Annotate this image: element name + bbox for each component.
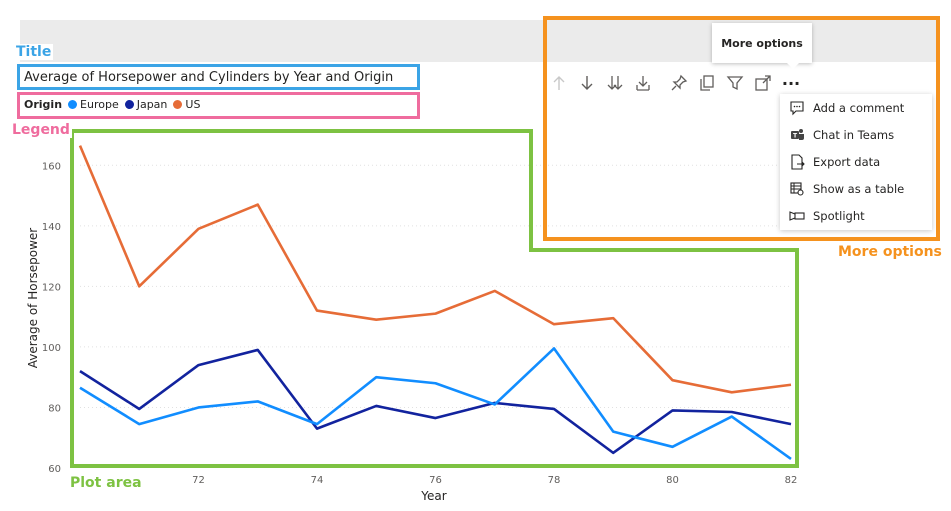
y-tick-label: 140 [42, 222, 61, 233]
more-options-tooltip: More options [712, 23, 812, 63]
menu-item-label: Chat in Teams [813, 127, 895, 142]
series-lines [78, 145, 792, 460]
x-tick-label: 82 [785, 475, 798, 486]
spotlight-icon [788, 207, 806, 225]
drill-down-icon[interactable] [632, 72, 654, 94]
legend: Origin Europe Japan US [24, 98, 206, 111]
title-annotation-box [17, 64, 420, 90]
y-tick-label: 120 [42, 282, 61, 293]
sort-ascending-icon[interactable] [548, 72, 570, 94]
y-tick-label: 80 [48, 403, 61, 414]
tooltip-arrow [787, 63, 799, 69]
series-line-japan[interactable] [79, 348, 792, 455]
x-axis-ticks: 72 74 76 78 80 82 [192, 475, 797, 486]
focus-mode-icon[interactable] [752, 72, 774, 94]
more-options-menu: Add a comment T Chat in Teams Export dat… [780, 94, 932, 230]
legend-label-japan: Japan [136, 98, 168, 111]
legend-dot-japan [124, 100, 134, 109]
y-tick-label: 100 [42, 343, 61, 354]
comment-icon [788, 99, 806, 117]
expand-all-down-icon[interactable] [604, 72, 626, 94]
series-line-us[interactable] [78, 145, 792, 394]
copy-icon[interactable] [696, 72, 718, 94]
x-tick-label: 74 [311, 475, 324, 486]
y-tick-label: 160 [42, 161, 61, 172]
menu-item-show-as-table[interactable]: Show as a table [780, 175, 932, 202]
legend-label-europe: Europe [80, 98, 119, 111]
teams-icon: T [788, 126, 806, 144]
menu-item-spotlight[interactable]: Spotlight [780, 202, 932, 229]
more-options-icon[interactable]: ··· [781, 73, 801, 93]
legend-item-europe[interactable]: Europe [68, 98, 119, 111]
sort-descending-icon[interactable] [576, 72, 598, 94]
menu-item-add-comment[interactable]: Add a comment [780, 94, 932, 121]
x-tick-label: 78 [548, 475, 561, 486]
plot-area-annotation-box [70, 129, 533, 133]
y-tick-label: 60 [48, 464, 61, 475]
svg-text:T: T [793, 132, 798, 139]
grid-lines [80, 164, 791, 408]
menu-item-label: Spotlight [813, 208, 865, 223]
x-tick-label: 76 [429, 475, 442, 486]
legend-item-us[interactable]: US [173, 98, 200, 111]
y-axis-ticks: 60 80 100 120 140 160 [42, 161, 61, 475]
legend-title: Origin [24, 98, 63, 111]
x-tick-label: 80 [666, 475, 679, 486]
pin-icon[interactable] [668, 72, 690, 94]
y-axis-label: Average of Horsepower [26, 228, 40, 369]
menu-item-chat-in-teams[interactable]: T Chat in Teams [780, 121, 932, 148]
series-line-europe[interactable] [79, 347, 792, 460]
legend-dot-europe [68, 100, 78, 109]
menu-item-label: Show as a table [813, 181, 905, 196]
table-icon [788, 180, 806, 198]
x-tick-label: 72 [192, 475, 205, 486]
legend-annotation-label: Legend [10, 122, 72, 138]
menu-item-label: Add a comment [813, 100, 905, 115]
export-icon [788, 153, 806, 171]
legend-annotation-box [17, 92, 420, 119]
chart-title: Average of Horsepower and Cylinders by Y… [24, 70, 394, 85]
legend-dot-us [173, 100, 183, 109]
more-options-annotation-label: More options [836, 244, 944, 260]
more-options-annotation-box [543, 16, 940, 241]
title-annotation-label: Title [14, 44, 54, 60]
legend-item-japan[interactable]: Japan [124, 98, 168, 111]
menu-item-export-data[interactable]: Export data [780, 148, 932, 175]
plot-area-annotation-label: Plot area [68, 475, 144, 491]
legend-label-us: US [185, 98, 201, 111]
menu-item-label: Export data [813, 154, 881, 169]
filter-icon[interactable] [724, 72, 746, 94]
x-axis-label: Year [420, 489, 446, 503]
